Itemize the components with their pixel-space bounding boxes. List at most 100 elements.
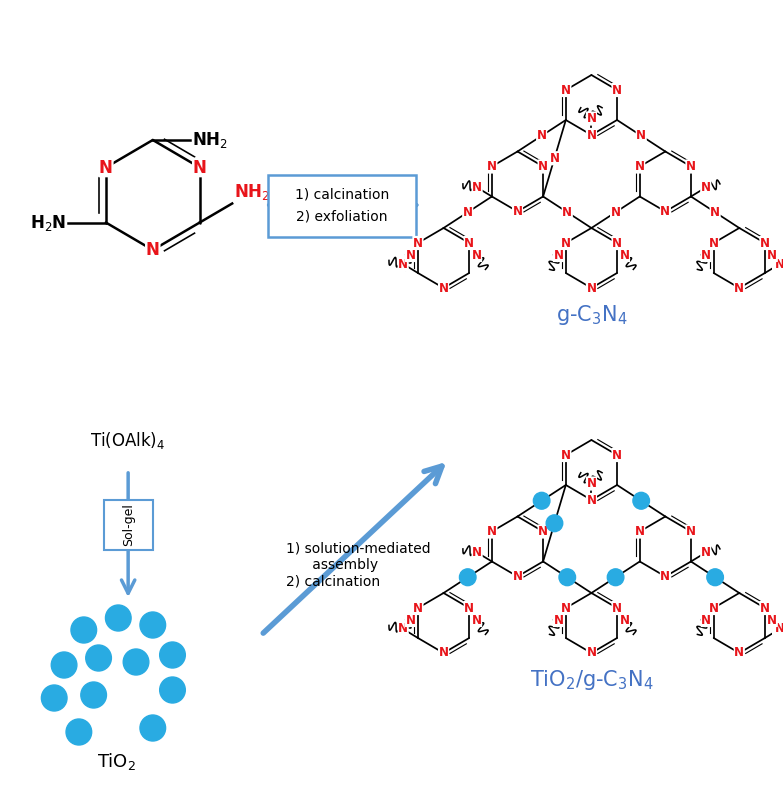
Circle shape	[66, 719, 92, 745]
Text: N: N	[406, 249, 416, 261]
Text: N: N	[193, 159, 207, 176]
Text: N: N	[710, 205, 720, 219]
Text: N: N	[536, 130, 547, 142]
Text: N: N	[702, 249, 711, 261]
Circle shape	[140, 612, 165, 638]
Circle shape	[460, 569, 476, 585]
Circle shape	[707, 569, 723, 585]
Text: N: N	[637, 130, 646, 142]
Text: N: N	[619, 614, 630, 626]
Text: 2) exfoliation: 2) exfoliation	[296, 209, 388, 223]
Circle shape	[608, 569, 624, 585]
Text: N: N	[586, 646, 597, 660]
Text: N: N	[760, 236, 770, 250]
FancyBboxPatch shape	[103, 500, 153, 550]
Text: N: N	[702, 614, 711, 626]
Text: Sol-gel: Sol-gel	[121, 503, 135, 547]
Text: N: N	[472, 546, 482, 559]
Text: N: N	[561, 449, 571, 461]
Text: H$_2$N: H$_2$N	[30, 213, 67, 232]
Text: N: N	[472, 181, 482, 194]
Circle shape	[106, 605, 131, 631]
Text: N: N	[586, 477, 597, 490]
Text: N: N	[554, 614, 564, 626]
Text: N: N	[774, 258, 783, 270]
Text: N: N	[513, 570, 522, 583]
Circle shape	[41, 685, 67, 711]
Circle shape	[123, 649, 149, 675]
Text: N: N	[686, 160, 696, 173]
Circle shape	[140, 715, 165, 741]
Text: N: N	[734, 281, 745, 295]
Text: N: N	[413, 601, 423, 615]
Circle shape	[547, 515, 563, 532]
Text: N: N	[701, 546, 711, 559]
Text: N: N	[464, 601, 474, 615]
Text: Ti(OAlk)$_4$: Ti(OAlk)$_4$	[91, 430, 166, 450]
Text: N: N	[635, 160, 644, 173]
FancyBboxPatch shape	[268, 175, 416, 237]
Circle shape	[160, 642, 186, 668]
Circle shape	[51, 652, 77, 678]
Text: N: N	[586, 129, 597, 141]
Text: TiO$_2$: TiO$_2$	[97, 751, 136, 773]
Text: g-C$_3$N$_4$: g-C$_3$N$_4$	[556, 303, 627, 327]
Circle shape	[533, 492, 550, 509]
Text: N: N	[774, 623, 783, 635]
Text: N: N	[471, 249, 482, 261]
Text: N: N	[550, 152, 560, 165]
Text: N: N	[709, 601, 719, 615]
Text: N: N	[612, 84, 622, 96]
Text: N: N	[612, 449, 622, 461]
Text: N: N	[399, 623, 408, 635]
Text: N: N	[611, 205, 621, 219]
Circle shape	[559, 569, 576, 585]
Text: N: N	[767, 614, 778, 626]
Text: N: N	[464, 236, 474, 250]
Text: N: N	[538, 160, 548, 173]
Text: NH$_2$: NH$_2$	[234, 182, 270, 201]
Text: N: N	[612, 601, 622, 615]
Circle shape	[71, 617, 96, 643]
Text: N: N	[99, 159, 113, 176]
Text: N: N	[660, 570, 670, 583]
Text: 1) calcination: 1) calcination	[295, 187, 389, 201]
Text: N: N	[438, 281, 449, 295]
Text: N: N	[767, 249, 778, 261]
Text: N: N	[612, 236, 622, 250]
Text: N: N	[399, 258, 408, 270]
Text: N: N	[561, 601, 571, 615]
Circle shape	[160, 677, 186, 703]
Text: NH$_2$: NH$_2$	[192, 130, 228, 150]
Text: N: N	[513, 205, 522, 218]
Text: TiO$_2$/g-C$_3$N$_4$: TiO$_2$/g-C$_3$N$_4$	[529, 668, 653, 692]
Text: N: N	[586, 112, 597, 125]
Text: N: N	[471, 614, 482, 626]
Text: N: N	[701, 181, 711, 194]
Text: N: N	[660, 205, 670, 218]
Text: N: N	[463, 205, 473, 219]
Text: N: N	[538, 525, 548, 538]
Text: N: N	[413, 236, 423, 250]
Circle shape	[81, 682, 106, 708]
Text: N: N	[146, 241, 160, 259]
Text: N: N	[406, 614, 416, 626]
Text: N: N	[487, 160, 497, 173]
Text: 1) solution-mediated
      assembly
2) calcination: 1) solution-mediated assembly 2) calcina…	[286, 542, 431, 589]
Text: N: N	[561, 84, 571, 96]
Text: N: N	[734, 646, 745, 660]
Circle shape	[633, 492, 649, 509]
Text: N: N	[686, 525, 696, 538]
Text: N: N	[635, 525, 644, 538]
Text: N: N	[561, 236, 571, 250]
Text: N: N	[586, 281, 597, 295]
Text: N: N	[760, 601, 770, 615]
Text: N: N	[619, 249, 630, 261]
Text: N: N	[554, 249, 564, 261]
Text: N: N	[487, 525, 497, 538]
Text: N: N	[438, 646, 449, 660]
Text: N: N	[562, 205, 572, 219]
Circle shape	[86, 645, 111, 671]
Text: N: N	[586, 494, 597, 506]
Text: N: N	[709, 236, 719, 250]
